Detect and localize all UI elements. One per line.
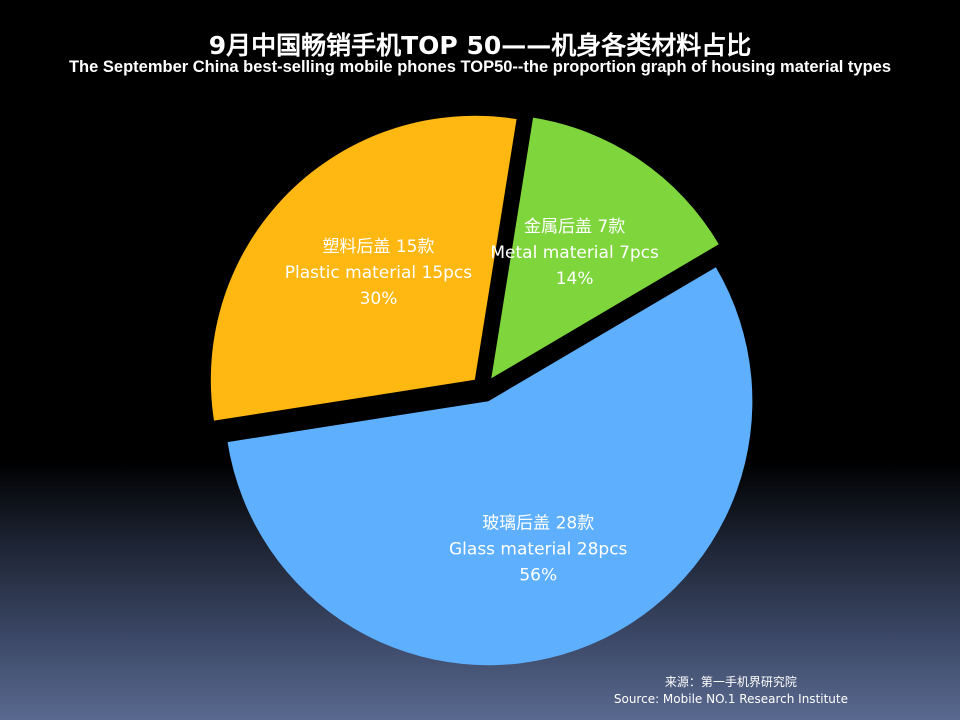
pie-label-percent-plastic: 30% [360,289,398,309]
source-en: Source: Mobile NO.1 Research Institute [613,692,848,706]
pie-label-percent-metal: 14% [556,269,594,289]
pie-slice-glass [227,267,753,666]
chart-title: 9月中国畅销手机TOP 50——机身各类材料占比 [208,31,752,60]
pie-label-en-metal: Metal material 7pcs [490,243,659,263]
source-zh: 来源：第一手机界研究院 [664,675,797,689]
chart-subtitle: The September China best-selling mobile … [68,58,892,76]
pie-slice-plastic [210,115,517,421]
pie-label-zh-plastic: 塑料后盖 15款 [322,237,434,257]
source-note: 来源：第一手机界研究院 Source: Mobile NO.1 Research… [614,674,848,708]
pie-label-zh-glass: 玻璃后盖 28款 [482,513,594,533]
pie-label-en-plastic: Plastic material 15pcs [285,263,473,283]
pie-slice-metal [491,117,719,379]
pie-label-zh-metal: 金属后盖 7款 [524,217,625,237]
pie-label-en-glass: Glass material 28pcs [449,539,628,559]
pie-label-percent-glass: 56% [519,565,557,585]
